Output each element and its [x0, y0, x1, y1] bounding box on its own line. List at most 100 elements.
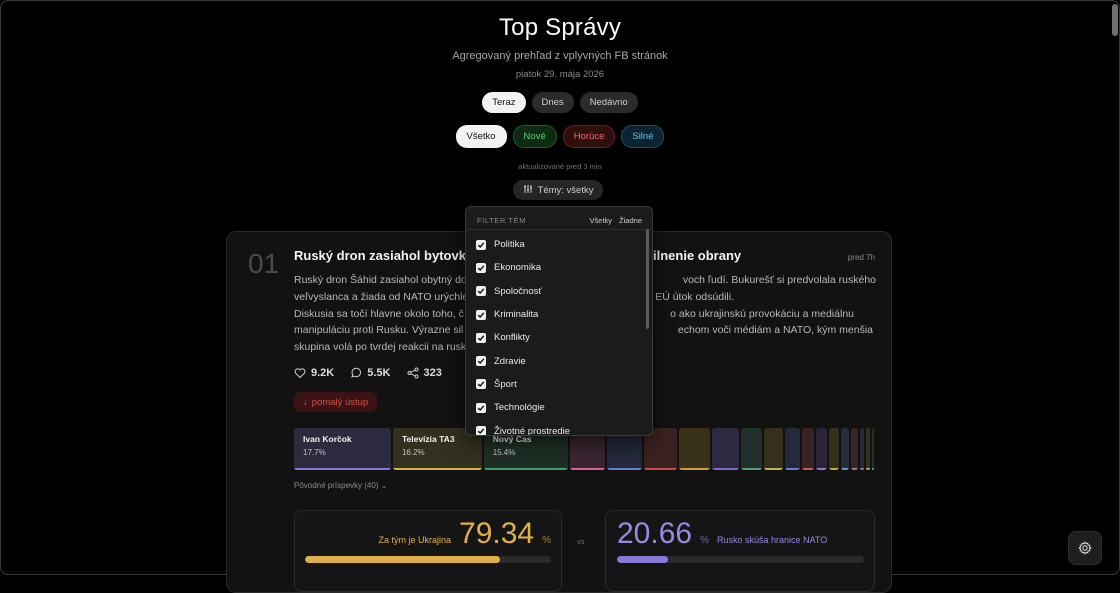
- source-segment[interactable]: [763, 428, 783, 470]
- page-scrollbar[interactable]: [1112, 4, 1118, 36]
- select-all-topics-button[interactable]: Všetky: [589, 215, 613, 225]
- filter-new[interactable]: Nové: [512, 125, 557, 148]
- topic-option[interactable]: Technológie: [476, 396, 570, 419]
- source-segment[interactable]: [860, 428, 865, 470]
- heart-icon: [294, 368, 306, 379]
- checkmark-icon: [477, 428, 485, 435]
- dropdown-scrollbar[interactable]: [646, 229, 649, 329]
- story-summary: Ruský dron Šáhid zasiahol obytný do voch …: [294, 272, 876, 356]
- checkbox[interactable]: [476, 426, 486, 435]
- checkbox[interactable]: [476, 356, 486, 367]
- source-color-bar: [570, 468, 606, 470]
- time-tabs: Teraz Dnes Nedávno: [0, 92, 1120, 113]
- vote-right-value: 20.66: [617, 517, 693, 550]
- vote-right-row: 20.66 % Rusko skúša hranice NATO: [617, 517, 827, 551]
- filter-strong[interactable]: Silné: [621, 125, 665, 148]
- summary-line-right: o ako ukrajinskú provokáciu a mediálnu: [670, 307, 854, 320]
- source-percent: 17.7%: [303, 448, 326, 457]
- source-segment[interactable]: [828, 428, 839, 470]
- source-color-bar: [392, 468, 482, 470]
- topic-option[interactable]: Kriminalita: [476, 303, 570, 326]
- topic-option[interactable]: Politika: [476, 233, 570, 256]
- topic-option[interactable]: Šport: [476, 373, 570, 396]
- filter-hot[interactable]: Horúce: [562, 125, 616, 148]
- summary-line: Ruský dron Šáhid zasiahol obytný do voch …: [294, 272, 876, 289]
- checkbox[interactable]: [476, 309, 486, 320]
- topic-option[interactable]: Spoločnosť: [476, 280, 570, 303]
- source-segment[interactable]: [871, 428, 874, 470]
- comment-icon: [351, 367, 362, 378]
- page-subtitle: Agregovaný prehľad z vplyvných FB stráno…: [452, 50, 668, 62]
- story-headline-end[interactable]: ilnenie obrany: [653, 248, 742, 263]
- checkbox[interactable]: [476, 379, 486, 390]
- summary-line-left: veľvyslanca a žiada od NATO urýchle: [294, 290, 469, 303]
- topics-button[interactable]: Témy: všetky: [513, 180, 603, 200]
- filter-all[interactable]: Všetko: [455, 125, 507, 148]
- page-title: Top Správy: [498, 14, 622, 41]
- vote-left-row: Za tým je Ukrajina 79.34 %: [378, 517, 551, 551]
- checkmark-icon: [477, 265, 485, 271]
- sliders-icon: [523, 184, 533, 197]
- source-segment[interactable]: [840, 428, 850, 470]
- checkbox[interactable]: [476, 239, 486, 250]
- original-posts-toggle[interactable]: Pôvodné príspevky (40) ⌄: [294, 481, 387, 490]
- select-no-topics-button[interactable]: Žiadne: [619, 215, 642, 225]
- source-segment[interactable]: Televízia TA3 16.2%: [392, 428, 482, 470]
- source-segment[interactable]: [679, 428, 710, 470]
- source-segment[interactable]: [741, 428, 762, 470]
- source-name: Ivan Korčok: [303, 434, 352, 444]
- tab-nedavno[interactable]: Nedávno: [579, 92, 638, 113]
- source-name: Televízia TA3: [401, 434, 455, 444]
- checkbox[interactable]: [476, 402, 486, 413]
- vote-left-track: [305, 556, 551, 563]
- topic-option[interactable]: Životné prostredie: [476, 419, 570, 435]
- tab-dnes[interactable]: Dnes: [531, 92, 574, 113]
- source-segment[interactable]: [851, 428, 858, 470]
- source-color-bar: [871, 468, 874, 470]
- source-segment[interactable]: Ivan Korčok 17.7%: [294, 428, 391, 470]
- checkbox[interactable]: [476, 332, 486, 343]
- source-segment[interactable]: [711, 428, 740, 470]
- source-color-bar: [763, 468, 783, 470]
- page-date: piatok 29. mája 2026: [515, 69, 605, 80]
- share-icon: [407, 367, 418, 379]
- source-color-bar: [294, 468, 391, 470]
- source-segment[interactable]: [801, 428, 814, 470]
- trend-badge: ↓ pomalý ústup: [294, 392, 378, 412]
- summary-line: manipuláciu proti Rusku. Výrazne sil echo…: [294, 322, 876, 339]
- vote-right-label: Rusko skúša hranice NATO: [716, 535, 828, 545]
- story-rank: 01: [248, 248, 280, 279]
- arrow-down-icon: ↓: [303, 396, 308, 408]
- vote-right-track: [617, 556, 864, 563]
- source-color-bar: [840, 468, 850, 470]
- chevron-down-icon: ⌄: [380, 481, 388, 490]
- vote-left-label: Za tým je Ukrajina: [378, 535, 452, 545]
- source-color-bar: [801, 468, 814, 470]
- source-segment[interactable]: [815, 428, 827, 470]
- topic-option[interactable]: Konflikty: [476, 326, 570, 349]
- checkbox[interactable]: [476, 262, 486, 273]
- original-posts-label: Pôvodné príspevky (40): [294, 481, 379, 490]
- story-headline[interactable]: Ruský dron zasiahol bytovku v: [294, 248, 485, 263]
- topic-option-label: Politika: [494, 239, 525, 251]
- comments-stat: 5.5K: [350, 367, 391, 379]
- settings-button[interactable]: [1068, 531, 1102, 565]
- source-segment[interactable]: [784, 428, 800, 470]
- checkbox[interactable]: [476, 286, 486, 297]
- source-color-bar: [815, 468, 827, 470]
- topic-option-label: Technológie: [494, 402, 545, 414]
- source-color-bar: [828, 468, 839, 470]
- topic-option[interactable]: Zdravie: [476, 349, 570, 372]
- checkmark-icon: [477, 288, 485, 295]
- source-segment[interactable]: [866, 428, 870, 470]
- vote-left-value: 79.34: [459, 517, 535, 550]
- vote-right-fill: [617, 556, 669, 563]
- source-color-bar: [784, 468, 800, 470]
- summary-line-left: Ruský dron Šáhid zasiahol obytný do: [294, 274, 467, 286]
- source-color-bar: [679, 468, 710, 470]
- story-time-ago: pred 7h: [847, 253, 875, 262]
- tab-teraz[interactable]: Teraz: [482, 92, 526, 113]
- topic-filter-header: FILTER TÉM Všetky Žiadne: [477, 212, 642, 228]
- topic-option[interactable]: Ekonomika: [476, 256, 570, 279]
- topic-option-label: Konflikty: [494, 332, 530, 344]
